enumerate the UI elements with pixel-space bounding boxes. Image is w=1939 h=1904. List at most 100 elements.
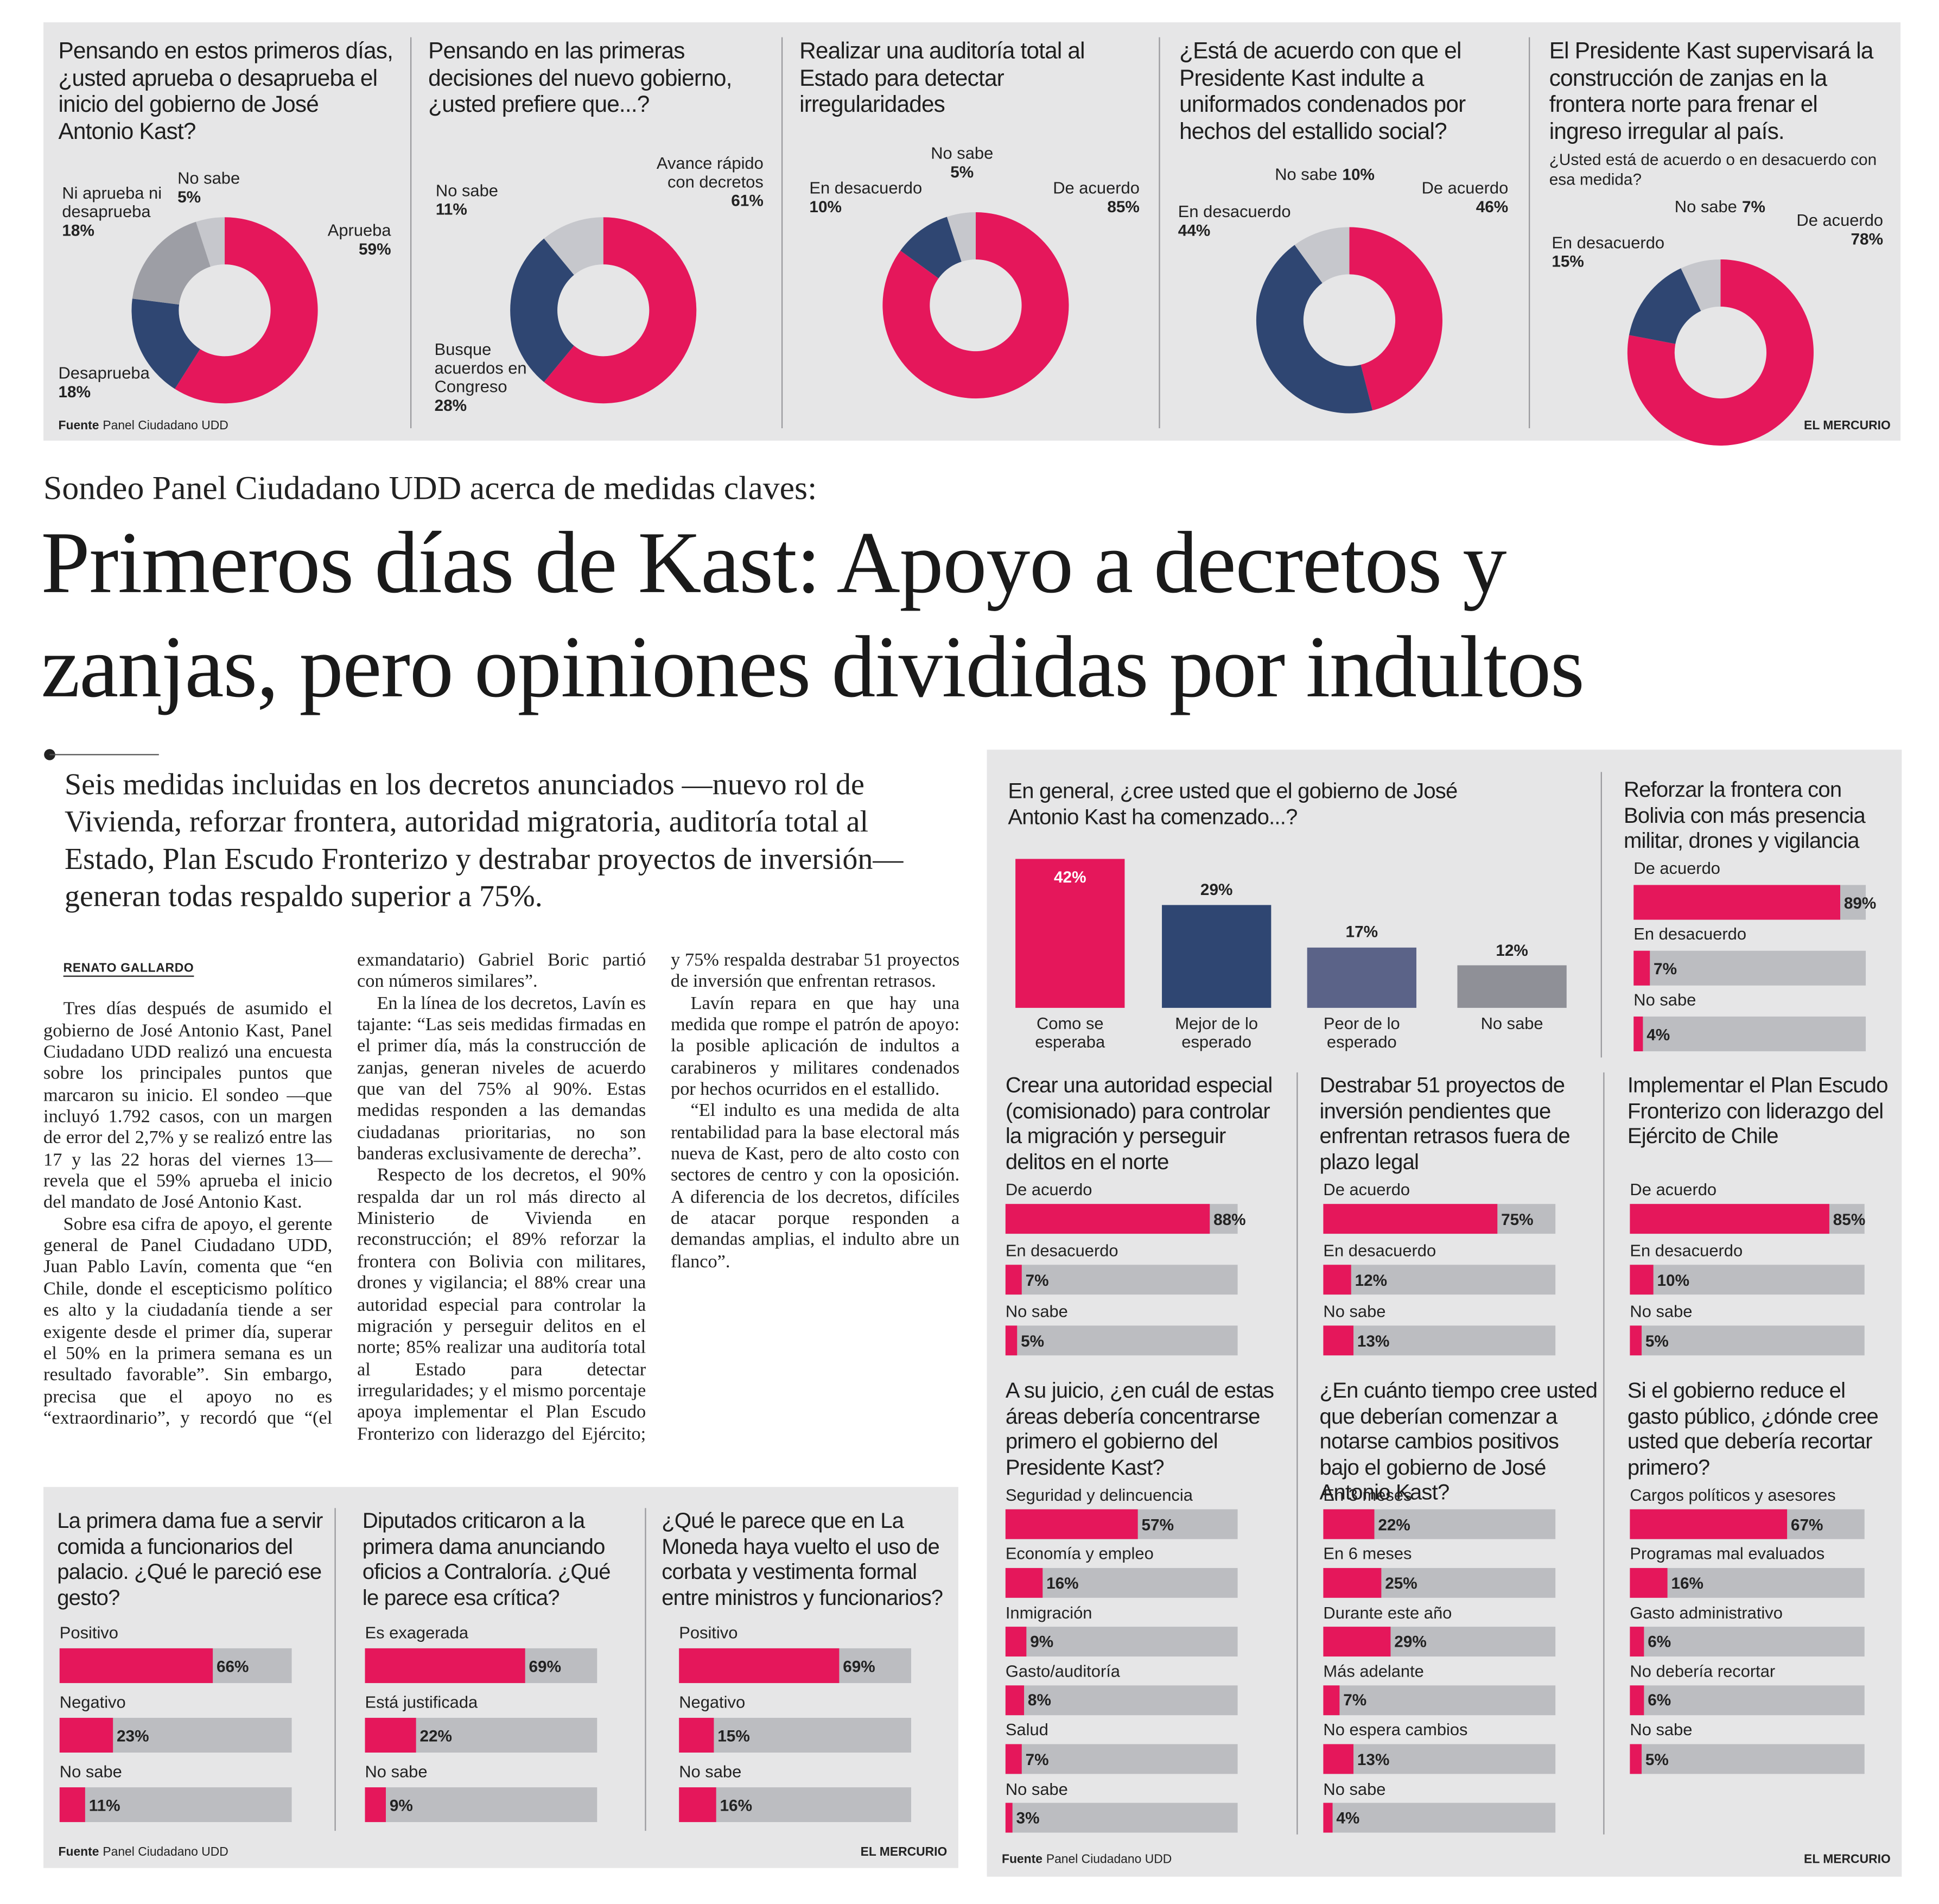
source-note: Fuente Panel Ciudadano UDD [1002, 1853, 1172, 1867]
category-label: No sabe [679, 1762, 742, 1781]
bar-track [365, 1787, 597, 1823]
slice-category: En desacuerdo [1552, 233, 1665, 252]
value-label: 66% [216, 1656, 249, 1675]
slice-label: No sabe 5% [888, 144, 1037, 181]
bar-track [1630, 1627, 1865, 1657]
value-label: 4% [1646, 1024, 1670, 1044]
slice-value: 78% [1851, 230, 1884, 249]
slice-category: Avance rápido con decretos [656, 154, 764, 192]
category-label: Gasto administrativo [1630, 1603, 1783, 1622]
chart-title: ¿Qué le parece que en La Moneda haya vue… [662, 1508, 943, 1609]
chart-title: En general, ¿cree usted que el gobierno … [1008, 778, 1458, 829]
value-label: 11% [88, 1795, 120, 1814]
chart-title: ¿En cuánto tiempo cree usted que debería… [1319, 1378, 1598, 1505]
slice-category: En desacuerdo [1178, 202, 1291, 221]
bar-track [1323, 1744, 1556, 1774]
credit: EL MERCURIO [1804, 1853, 1891, 1867]
donut-slice [175, 217, 318, 404]
paragraph: Respecto de los decretos, el 90% respald… [357, 950, 960, 1444]
bar [1630, 1509, 1788, 1539]
value-label: 13% [1357, 1749, 1390, 1769]
bar [1323, 1744, 1354, 1774]
donut-slice [510, 238, 574, 382]
donut-slice [900, 217, 962, 278]
bar [1633, 885, 1840, 920]
slice-category: No sabe [931, 144, 994, 163]
bar [1630, 1627, 1644, 1657]
value-label: 9% [1030, 1632, 1054, 1651]
value-label: 22% [1378, 1515, 1410, 1534]
lede: Seis medidas incluidas en los decretos a… [64, 768, 904, 914]
slice-value: 44% [1178, 221, 1211, 240]
category-label: En desacuerdo [1005, 1241, 1118, 1260]
category-label: No sabe [1633, 990, 1696, 1010]
slice-label: De acuerdo 78% [1734, 211, 1883, 249]
bar-track [1005, 1265, 1238, 1295]
chart-title: Si el gobierno reduce el gasto público, … [1627, 1378, 1879, 1479]
bar [1005, 1265, 1022, 1295]
slice-value: 18% [58, 382, 91, 401]
bar [1323, 1627, 1391, 1657]
chart-subtitle: ¿Usted está de acuerdo o en desacuerdo c… [1549, 150, 1877, 188]
value-label: 16% [1046, 1573, 1079, 1592]
bar [1630, 1204, 1829, 1234]
chart-title: La primera dama fue a servir comida a fu… [57, 1508, 323, 1609]
value-label: 75% [1501, 1209, 1534, 1228]
source-label: Fuente [58, 419, 99, 434]
paragraph: Sobre esa cifra de apoyo, el gerente gen… [43, 950, 646, 1429]
bar [365, 1717, 416, 1753]
category-label: No sabe [1005, 1302, 1068, 1321]
value-label: 7% [1025, 1749, 1049, 1769]
category-label: Salud [1005, 1720, 1048, 1740]
bar [1005, 1567, 1043, 1598]
bar [1323, 1685, 1340, 1716]
bar-track [1005, 1627, 1238, 1657]
category-label: Negativo [679, 1693, 746, 1712]
bar-track [1630, 1744, 1865, 1774]
slice-label: En desacuerdo 10% [809, 179, 958, 216]
slice-label: En desacuerdo 15% [1552, 233, 1700, 271]
slice-label: No sabe 11% [436, 181, 584, 219]
value-label: 85% [1833, 1209, 1866, 1228]
slice-value: 5% [950, 162, 974, 181]
chart-title: A su juicio, ¿en cuál de estas áreas deb… [1005, 1378, 1274, 1479]
x-tick-label: No sabe [1480, 1014, 1543, 1033]
slice-category: Desaprueba [58, 364, 150, 383]
value-label: 6% [1648, 1691, 1671, 1710]
slice-category: Aprueba [327, 221, 391, 240]
category-label: En 6 meses [1323, 1544, 1412, 1563]
category-label: De acuerdo [1630, 1180, 1717, 1199]
donut-slice [946, 212, 976, 262]
headline: Primeros días de Kast: Apoyo a decretos … [41, 511, 1585, 720]
slice-category: No sabe [435, 181, 498, 200]
bar [1323, 1265, 1351, 1295]
slice-label: No sabe 5% [177, 169, 326, 206]
slice-value: 46% [1476, 197, 1509, 216]
category-label: Inmigración [1005, 1603, 1092, 1622]
paragraph: Lavín repara en que hay una medida que r… [670, 994, 960, 1100]
slice-category: No sabe [177, 169, 240, 188]
bar [1630, 1685, 1644, 1716]
category-label: Economía y empleo [1005, 1544, 1154, 1563]
value-label: 42% [1054, 867, 1086, 886]
donut-slice [544, 217, 603, 275]
slice-category: De acuerdo [1796, 211, 1884, 230]
bar-track [679, 1717, 911, 1753]
value-label: 8% [1027, 1691, 1051, 1710]
value-label: 69% [843, 1656, 875, 1675]
bar-track [1630, 1265, 1865, 1295]
bar [1630, 1265, 1654, 1295]
value-label: 12% [1496, 940, 1528, 960]
donut-slice [1681, 259, 1721, 311]
bar-track [1633, 1016, 1866, 1051]
category-label: No espera cambios [1323, 1720, 1468, 1740]
bar [1005, 1685, 1025, 1716]
bar-track [1323, 1803, 1556, 1833]
chart-title: El Presidente Kast supervisará la constr… [1549, 37, 1874, 144]
value-label: 5% [1645, 1331, 1669, 1350]
value-label: 13% [1357, 1331, 1390, 1350]
bar-track [1005, 1744, 1238, 1774]
donut-slice [132, 221, 211, 305]
value-label: 69% [529, 1656, 562, 1675]
